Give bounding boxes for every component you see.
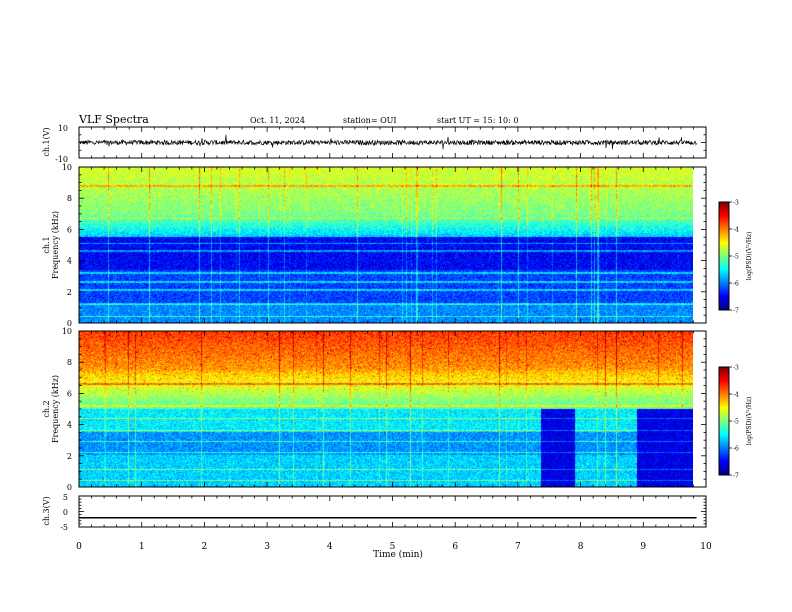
ch1-ytick-bottom: -10 [55, 155, 68, 164]
colorbar-tick-label: -5 [733, 419, 739, 426]
y-tick-label: 4 [67, 421, 72, 430]
y-tick-label: 10 [62, 163, 72, 172]
ch1-spec-ylabel-line1: ch.1 [42, 236, 51, 253]
ch2-colorbar-label: log(PSD)(V²/Hz) [746, 397, 753, 446]
ch3-waveform-panel: 5 0 -5 ch.3(V) 0 1 2 3 4 5 6 7 8 9 10 Time (min) [42, 493, 712, 560]
colorbar-tick-label: -6 [733, 281, 739, 288]
ch3-ytick-mid: 0 [63, 508, 68, 517]
x-axis-label: Time (min) [373, 549, 423, 560]
ch1-colorbar-label: log(PSD)(V²/Hz) [746, 232, 753, 281]
ch1-ylabel: ch.1(V) [42, 127, 51, 156]
y-tick-label: 0 [67, 319, 72, 328]
colorbar-tick-label: -7 [733, 473, 739, 480]
start-ut-label: start UT = 15: 10: 0 [437, 116, 518, 125]
ch2-spectrogram-image [79, 331, 693, 487]
ch1-spec-ylabel-line2: Frequency (kHz) [51, 211, 60, 279]
ch2-colorbar: -3 -4 -5 -6 -7 log(PSD)(V²/Hz) [718, 365, 753, 480]
ch3-ytick-top: 5 [63, 493, 68, 502]
y-tick-label: 2 [67, 452, 72, 461]
x-tick-label: 3 [264, 542, 270, 552]
colorbar-tick-label: -5 [733, 254, 739, 261]
ch1-waveform-panel: 10 -10 ch.1(V) [42, 124, 707, 164]
x-tick-label: 2 [202, 542, 208, 552]
ch1-waveform-trace [78, 134, 697, 150]
y-tick-label: 8 [67, 194, 72, 203]
y-tick-label: 8 [67, 358, 72, 367]
y-tick-label: 2 [67, 288, 72, 297]
ch3-ytick-bottom: -5 [60, 523, 68, 532]
ch1-spectrogram-image [79, 167, 693, 323]
station-label: station= OUI [343, 116, 397, 125]
colorbar-tick-label: -3 [733, 200, 739, 207]
date-label: Oct. 11, 2024 [250, 116, 305, 125]
y-tick-label: 10 [62, 327, 72, 336]
y-tick-label: 6 [67, 225, 72, 234]
colorbar-tick-label: -7 [733, 308, 739, 315]
x-tick-label: 10 [700, 542, 712, 552]
ch2-spectrogram-panel: 0 2 4 6 8 10 ch.2 Frequency (kHz) [42, 327, 707, 492]
x-tick-label: 6 [452, 542, 458, 552]
y-tick-label: 6 [67, 389, 72, 398]
ch1-spectrogram-panel: 0 2 4 6 8 10 ch.1 Frequency (kHz) [42, 163, 707, 328]
x-tick-label: 4 [327, 542, 333, 552]
x-tick-label: 1 [139, 542, 145, 552]
y-tick-label: 4 [67, 257, 72, 266]
ch3-ylabel: ch.3(V) [42, 496, 51, 525]
colorbar-tick-label: -3 [733, 365, 739, 372]
x-tick-label: 8 [578, 542, 584, 552]
ch2-spec-ylabel-line2: Frequency (kHz) [51, 375, 60, 443]
ch2-spec-ylabel-line1: ch.2 [42, 400, 51, 417]
ch1-ytick-top: 10 [58, 124, 68, 133]
x-tick-label: 0 [76, 542, 82, 552]
x-tick-label: 5 [390, 542, 396, 552]
figure-title: VLF Spectra [78, 113, 149, 126]
ch1-colorbar: -3 -4 -5 -6 -7 log(PSD)(V²/Hz) [718, 200, 753, 315]
colorbar-tick-label: -4 [733, 392, 739, 399]
x-tick-label: 7 [515, 542, 521, 552]
colorbar-tick-label: -6 [733, 446, 739, 453]
y-tick-label: 0 [67, 483, 72, 492]
x-tick-label: 9 [640, 542, 646, 552]
ch1-colorbar-gradient [719, 202, 729, 310]
colorbar-tick-label: -4 [733, 227, 739, 234]
ch2-colorbar-gradient [719, 367, 729, 475]
